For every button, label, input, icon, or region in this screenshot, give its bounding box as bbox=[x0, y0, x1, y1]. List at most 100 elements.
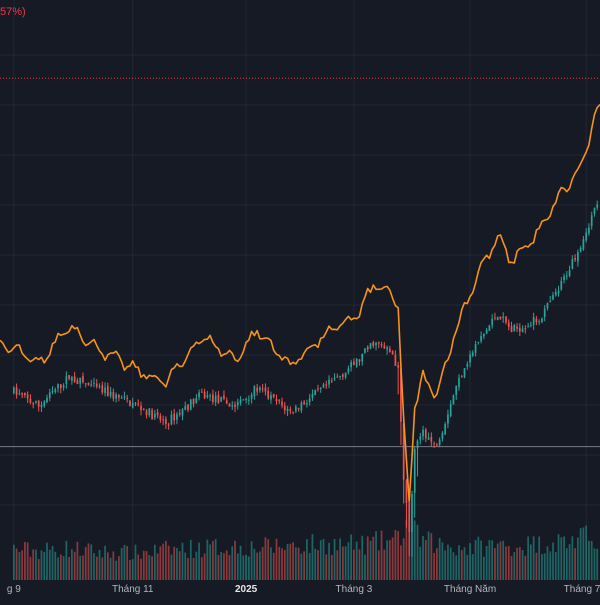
volume-bar bbox=[585, 525, 588, 580]
volume-bar bbox=[98, 549, 101, 580]
candle-body bbox=[480, 335, 482, 342]
candle-body bbox=[488, 325, 491, 331]
candle-body bbox=[364, 348, 366, 353]
volume-bar bbox=[596, 548, 599, 580]
volume-bar bbox=[245, 554, 247, 580]
candle-body bbox=[129, 400, 131, 406]
volume-bar bbox=[68, 556, 70, 580]
volume-bar bbox=[361, 535, 364, 580]
candle-body bbox=[588, 227, 590, 234]
volume-bar bbox=[510, 556, 513, 580]
candle-body bbox=[568, 270, 571, 277]
candle-body bbox=[148, 408, 151, 416]
candle-body bbox=[59, 384, 62, 389]
volume-bar bbox=[541, 554, 543, 580]
candle-body bbox=[26, 394, 29, 399]
candle-body bbox=[256, 387, 258, 392]
candle-body bbox=[336, 376, 339, 378]
candle-body bbox=[574, 258, 576, 260]
candle-body bbox=[275, 398, 278, 402]
volume-bar bbox=[112, 551, 115, 580]
volume-bar bbox=[247, 556, 250, 580]
candle-body bbox=[297, 407, 300, 410]
volume-bar bbox=[590, 541, 593, 580]
candle-body bbox=[76, 380, 79, 385]
volume-bar bbox=[156, 553, 159, 580]
candle-body bbox=[369, 342, 372, 349]
volume-bar bbox=[513, 552, 516, 580]
volume-bar bbox=[577, 537, 579, 580]
candle-body bbox=[474, 344, 477, 353]
volume-bar bbox=[137, 554, 140, 580]
candle-body bbox=[375, 342, 377, 346]
candle-body bbox=[294, 406, 297, 412]
candle-body bbox=[427, 437, 430, 440]
candle-body bbox=[68, 375, 70, 380]
volume-bar bbox=[552, 542, 554, 580]
candle-body bbox=[314, 389, 317, 395]
candle-body bbox=[400, 368, 402, 422]
x-tick-label: Tháng 7 bbox=[563, 584, 600, 595]
candle-body bbox=[499, 316, 502, 320]
candle-body bbox=[200, 391, 203, 393]
candle-body bbox=[134, 403, 137, 405]
candle-body bbox=[518, 327, 521, 332]
volume-bar bbox=[275, 538, 278, 580]
volume-bar bbox=[530, 544, 532, 580]
candle-body bbox=[483, 333, 485, 337]
volume-bar bbox=[106, 552, 109, 580]
volume-bar bbox=[458, 545, 460, 580]
candle-body bbox=[264, 387, 267, 392]
volume-bar bbox=[43, 551, 46, 580]
candle-body bbox=[247, 399, 250, 401]
volume-bar bbox=[397, 531, 400, 580]
volume-bar bbox=[480, 540, 482, 580]
volume-bar bbox=[557, 534, 560, 580]
candle-body bbox=[303, 401, 306, 405]
volume-bar bbox=[220, 551, 223, 580]
volume-bar bbox=[344, 546, 347, 580]
candle-body bbox=[82, 376, 84, 383]
candle-body bbox=[278, 400, 281, 402]
volume-bar bbox=[543, 553, 546, 580]
volume-bar bbox=[353, 549, 355, 580]
candle-body bbox=[181, 409, 184, 416]
candle-body bbox=[436, 444, 438, 446]
candle-body bbox=[355, 358, 358, 367]
candle-body bbox=[416, 440, 419, 449]
volume-bar bbox=[270, 547, 272, 580]
volume-bar bbox=[422, 536, 424, 580]
candle-body bbox=[106, 386, 109, 397]
volume-bar bbox=[505, 546, 507, 580]
candle-body bbox=[347, 368, 350, 373]
volume-bar bbox=[366, 536, 369, 580]
volume-bar bbox=[441, 542, 444, 580]
volume-bar bbox=[195, 551, 198, 580]
volume-bar bbox=[494, 548, 496, 580]
volume-bar bbox=[477, 536, 480, 580]
volume-bar bbox=[148, 555, 151, 580]
volume-bar bbox=[538, 536, 541, 580]
candle-body bbox=[156, 412, 159, 416]
candle-body bbox=[90, 384, 93, 387]
candle-body bbox=[29, 398, 32, 403]
candle-body bbox=[389, 348, 391, 353]
candle-body bbox=[585, 232, 588, 241]
candle-body bbox=[577, 251, 579, 262]
candle-body bbox=[383, 345, 386, 349]
volume-bar bbox=[126, 546, 129, 580]
candle-body bbox=[342, 374, 344, 377]
volume-bar bbox=[29, 556, 32, 580]
volume-bar bbox=[131, 559, 134, 580]
candle-body bbox=[330, 380, 333, 382]
volume-bar bbox=[485, 545, 488, 580]
volume-bar bbox=[12, 544, 15, 580]
volume-bar bbox=[347, 542, 350, 580]
candle-body bbox=[126, 397, 129, 399]
volume-bar bbox=[419, 546, 422, 580]
volume-bar bbox=[416, 524, 419, 580]
candle-body bbox=[57, 384, 59, 389]
volume-bar bbox=[483, 556, 485, 580]
